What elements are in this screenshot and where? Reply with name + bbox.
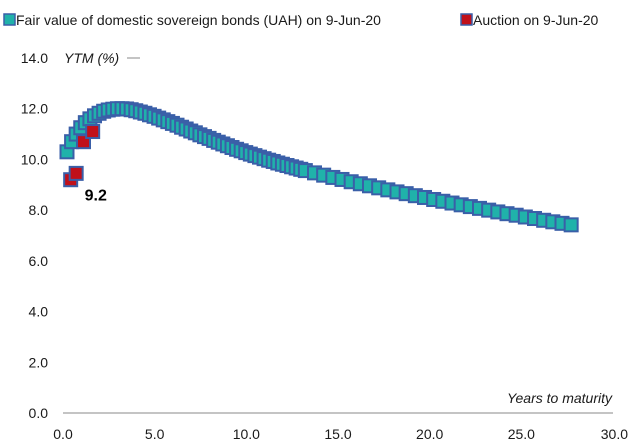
auction-point [68,165,84,181]
y-tick-label: 0.0 [29,405,49,421]
legend-label-fair-value: Fair value of domestic sovereign bonds (… [16,12,381,28]
y-tick-label: 2.0 [29,354,49,370]
y-tick-label: 14.0 [21,50,48,66]
legend: Fair value of domestic sovereign bonds (… [3,12,599,28]
fair-value-point [563,217,579,233]
y-axis-ticks: 0.0 2.0 4.0 6.0 8.0 10.0 12.0 14.0 [21,50,48,421]
x-tick-label: 0.0 [53,426,73,442]
x-tick-label: 15.0 [324,426,351,442]
series-fair-value [59,101,579,233]
y-tick-label: 6.0 [29,253,49,269]
auction-point [85,124,101,140]
annotations: 9.2 [85,188,107,205]
legend-swatch-fair-value [3,13,16,26]
series-auction [63,124,101,188]
y-axis-label: YTM (%) [64,50,119,66]
data-label: 9.2 [85,188,107,205]
y-tick-label: 10.0 [21,151,48,167]
x-tick-label: 10.0 [233,426,260,442]
y-tick-label: 8.0 [29,202,49,218]
x-axis-label: Years to maturity [507,390,613,406]
x-axis-ticks: 0.0 5.0 10.0 15.0 20.0 25.0 30.0 [53,426,628,442]
legend-swatch-auction [460,13,473,26]
x-tick-label: 25.0 [508,426,535,442]
x-tick-label: 20.0 [416,426,443,442]
y-tick-label: 12.0 [21,101,48,117]
x-tick-label: 5.0 [145,426,165,442]
x-tick-label: 30.0 [601,426,628,442]
y-tick-label: 4.0 [29,304,49,320]
legend-label-auction: Auction on 9-Jun-20 [473,12,599,28]
